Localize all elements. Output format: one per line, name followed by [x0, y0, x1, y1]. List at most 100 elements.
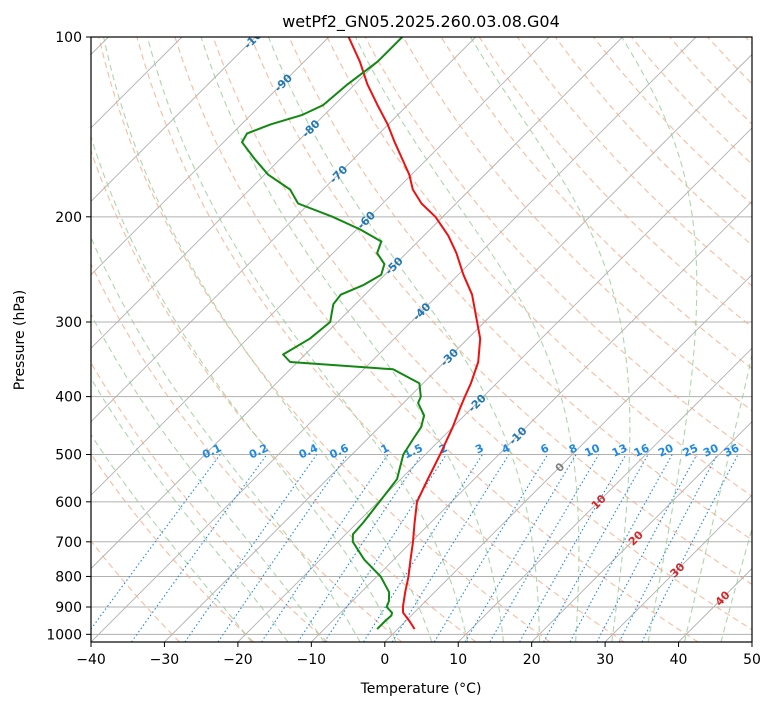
x-tick-label: −20: [223, 652, 253, 668]
moist-adiabat: [91, 135, 397, 642]
isotherm-line: [91, 37, 623, 570]
isotherm-label: -40: [410, 300, 433, 323]
isotherm-line: [384, 274, 752, 642]
temperature-profile: [347, 37, 482, 630]
mixing-ratio-label: 10: [583, 441, 603, 459]
dry-adiabat: [326, 37, 752, 497]
dry-adiabat: [592, 37, 752, 206]
moist-adiabat: [91, 236, 361, 642]
dry-adiabat: [212, 37, 752, 631]
moist-adiabat: [683, 352, 752, 642]
moist-adiabat: [200, 37, 505, 642]
dry-adiabat: [136, 37, 625, 642]
dry-adiabat: [98, 37, 551, 642]
isotherm-line: [91, 37, 550, 496]
y-tick-label: 500: [55, 448, 82, 464]
isotherm-label: -70: [327, 163, 350, 186]
dry-adiabat: [91, 361, 329, 642]
y-tick-label: 900: [55, 600, 82, 616]
y-axis: 100 200 300 400 500 600 700 800 900 1000: [46, 30, 91, 643]
mixing-ratio-label: 16: [632, 441, 652, 459]
mixing-ratio-line: [464, 454, 577, 642]
isotherm-line: [91, 37, 256, 202]
mixing-ratio-line: [297, 454, 423, 642]
mixing-ratio-line: [184, 454, 318, 642]
moist-adiabat: [621, 37, 698, 642]
dry-adiabat: [745, 37, 752, 45]
x-tick-label: −30: [150, 652, 180, 668]
x-tick-label: 20: [523, 652, 541, 668]
isotherm-line: [604, 494, 752, 642]
mixing-ratio-label: 0.2: [247, 441, 270, 461]
isotherm-label: 30: [668, 560, 688, 580]
mixing-ratio-label: 0.4: [297, 441, 320, 461]
isotherm-label: -80: [299, 117, 322, 140]
isotherm-line: [531, 421, 752, 642]
x-tick-label: −10: [297, 652, 327, 668]
isotherm-line: [678, 567, 752, 642]
x-tick-label: −40: [76, 652, 106, 668]
dry-adiabat: [174, 37, 699, 642]
isotherm-line: [91, 37, 403, 349]
y-tick-label: 800: [55, 569, 82, 585]
moist-adiabat: [146, 37, 469, 642]
plot-frame: [90, 36, 753, 643]
dewpoint-profile: [241, 37, 426, 630]
mixing-ratio-label: 20: [656, 441, 676, 459]
mixing-ratio-line: [91, 454, 221, 630]
y-tick-label: 600: [55, 495, 82, 511]
dry-adiabat: [91, 263, 403, 642]
dry-adiabat: [707, 37, 752, 85]
mixing-ratio-line: [596, 454, 698, 642]
moist-adiabat: [355, 37, 580, 642]
mixing-ratio-line: [433, 454, 549, 642]
dry-adiabat: [516, 37, 752, 287]
x-axis: −40 −30 −20 −10 0 10 20 30 40 50: [76, 642, 761, 668]
x-tick-label: 50: [743, 652, 761, 668]
dry-adiabat: [250, 37, 752, 586]
mixing-ratio-line: [131, 454, 268, 642]
isotherm-line: [237, 127, 752, 642]
moist-adiabat: [470, 37, 631, 642]
x-tick-label: 10: [449, 652, 467, 668]
isotherm-label: -10: [506, 424, 529, 447]
isotherm-label: -30: [438, 346, 461, 369]
isotherm-line: [91, 37, 697, 642]
y-tick-label: 1000: [46, 627, 82, 643]
dry-adiabat: [478, 37, 752, 328]
moist-adiabat: [720, 526, 752, 642]
isotherm-label: -50: [383, 254, 406, 277]
isotherm-line: [164, 53, 752, 642]
isotherm-line: [751, 641, 752, 642]
mixing-ratio-line: [489, 454, 600, 642]
x-axis-label: Temperature (°C): [360, 681, 482, 697]
mixing-ratio-line: [363, 454, 483, 642]
plot-area: 0.1 0.2 0.4 0.6 1 1.5 2 3 4 6 8 10 13 16 20 25 30 36-100-…: [91, 37, 752, 642]
moist-adiabat: [91, 313, 325, 642]
mixing-ratio-line: [217, 454, 348, 642]
chart-title: wetPf2_GN05.2025.260.03.08.G04: [282, 12, 560, 32]
isotherm-line: [91, 37, 330, 276]
mixing-ratio-label: 13: [610, 441, 629, 459]
y-tick-label: 100: [55, 30, 82, 46]
y-tick-label: 400: [55, 390, 82, 406]
dry-adiabat: [91, 149, 477, 642]
moist-adiabat: [103, 37, 433, 642]
moist-adiabat: [91, 433, 253, 642]
isotherm-line: [91, 37, 476, 423]
mixing-ratio-line: [324, 454, 447, 642]
y-tick-label: 200: [55, 210, 82, 226]
isotherm-label: 40: [713, 588, 733, 608]
y-axis-label: Pressure (hPa): [12, 290, 28, 390]
mixing-ratio-line: [519, 454, 627, 642]
mixing-ratio-line: [569, 454, 673, 642]
dry-adiabat: [91, 453, 255, 642]
isotherm-label: 10: [589, 492, 609, 512]
dry-adiabat: [669, 37, 752, 125]
dry-adiabat: [630, 37, 752, 165]
isotherm-label: 20: [626, 528, 646, 548]
moist-adiabat: [267, 37, 541, 642]
y-tick-label: 300: [55, 315, 82, 331]
x-tick-label: 0: [380, 652, 389, 668]
